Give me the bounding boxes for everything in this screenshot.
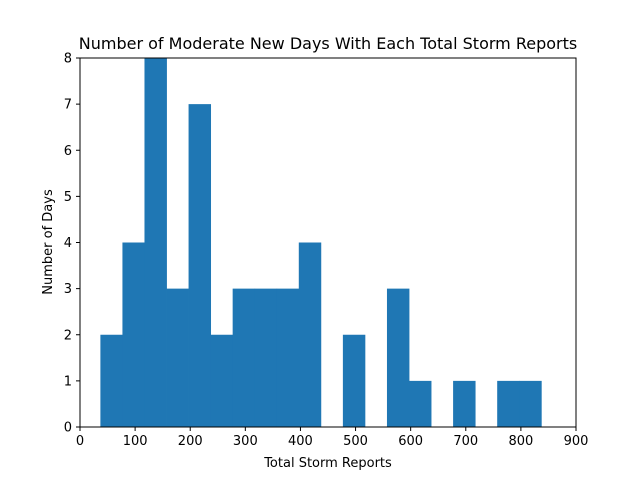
histogram-bar xyxy=(188,104,212,427)
histogram-bar xyxy=(276,288,300,427)
histogram-bar xyxy=(342,334,366,427)
x-tick-label: 400 xyxy=(288,434,313,449)
y-tick-label: 7 xyxy=(64,98,72,113)
histogram-bar xyxy=(144,58,167,427)
x-tick-label: 800 xyxy=(508,434,533,449)
x-tick-label: 500 xyxy=(343,434,368,449)
y-tick-label: 3 xyxy=(64,282,72,297)
x-tick-label: 200 xyxy=(178,434,203,449)
histogram-bar xyxy=(166,288,189,427)
histogram-bar xyxy=(453,380,476,427)
bars-group xyxy=(100,58,542,427)
histogram-bar xyxy=(254,288,278,427)
y-tick-label: 0 xyxy=(64,421,72,436)
x-tick-label: 700 xyxy=(453,434,478,449)
y-axis-label: Number of Days xyxy=(41,189,56,295)
chart-title: Number of Moderate New Days With Each To… xyxy=(79,34,577,53)
histogram-bar xyxy=(409,380,432,427)
histogram-bar xyxy=(232,288,256,427)
histogram-bar xyxy=(100,334,123,427)
y-tick-label: 5 xyxy=(64,190,72,205)
y-tick-label: 4 xyxy=(64,236,72,251)
y-tick-label: 2 xyxy=(64,328,72,343)
y-axis-ticks: 0 1 2 3 4 5 6 7 8 xyxy=(64,52,80,436)
x-tick-label: 300 xyxy=(233,434,258,449)
x-tick-label: 600 xyxy=(398,434,423,449)
y-tick-label: 1 xyxy=(64,374,72,389)
histogram-bar xyxy=(519,380,542,427)
histogram-bar xyxy=(298,242,322,427)
histogram-bar xyxy=(386,288,410,427)
x-axis-ticks: 0 100 200 300 400 500 600 700 800 900 xyxy=(76,427,589,449)
histogram-bar xyxy=(210,334,234,427)
y-tick-label: 6 xyxy=(64,144,72,159)
y-tick-label: 8 xyxy=(64,52,72,67)
x-tick-label: 0 xyxy=(76,434,84,449)
x-tick-label: 100 xyxy=(123,434,148,449)
x-axis-label: Total Storm Reports xyxy=(263,456,392,471)
histogram-bar xyxy=(497,380,520,427)
histogram-bar xyxy=(122,242,145,427)
x-tick-label: 900 xyxy=(564,434,589,449)
